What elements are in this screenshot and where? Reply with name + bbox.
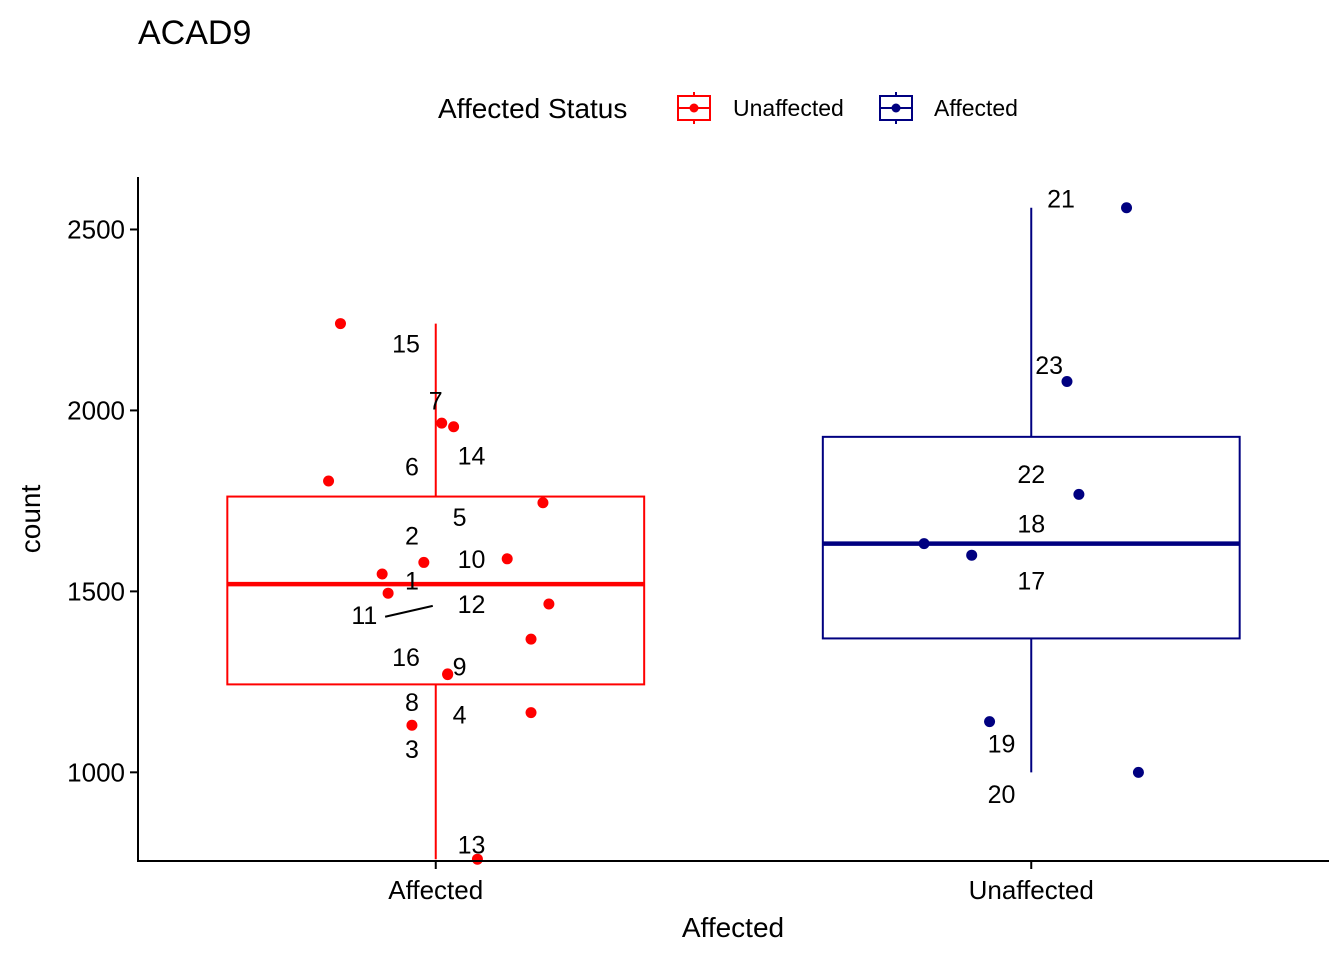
point-label-23: 23 [1035, 352, 1063, 380]
legend-label-unaffected: Unaffected [733, 95, 844, 121]
legend-key-affected [879, 92, 913, 124]
y-tick-label-2000: 2000 [67, 395, 125, 425]
chart-title: ACAD9 [138, 14, 251, 52]
data-point-23 [1061, 375, 1073, 387]
point-label-17: 17 [1017, 568, 1045, 596]
point-label-7: 7 [429, 387, 443, 415]
y-tick-label-2500: 2500 [67, 214, 125, 244]
data-point-21 [1121, 202, 1133, 214]
y-axis-title: count [15, 485, 46, 554]
data-point-11 [376, 568, 388, 580]
data-point-16 [525, 633, 537, 645]
point-label-9: 9 [453, 654, 467, 682]
data-point-18 [918, 538, 930, 550]
point-label-20: 20 [988, 781, 1016, 809]
data-point-20 [1132, 766, 1144, 778]
label-connector-11 [384, 604, 433, 618]
box-unaffected [821, 435, 1241, 640]
point-label-1: 1 [405, 568, 419, 596]
data-point-9 [442, 668, 454, 680]
point-label-11: 11 [351, 602, 377, 630]
x-axis-title: Affected [682, 912, 784, 943]
x-tick-label-unaffected: Unaffected [969, 875, 1094, 905]
point-label-8: 8 [405, 689, 419, 717]
y-tick-label-1500: 1500 [67, 576, 125, 606]
point-label-18: 18 [1017, 510, 1045, 538]
data-point-10 [501, 553, 513, 565]
point-label-3: 3 [405, 736, 419, 764]
data-point-2 [418, 556, 430, 568]
point-label-22: 22 [1017, 461, 1045, 489]
point-label-5: 5 [453, 504, 467, 532]
legend-label-affected: Affected [934, 95, 1018, 121]
data-point-17 [966, 549, 978, 561]
point-label-13: 13 [458, 832, 486, 860]
data-point-19 [984, 716, 996, 728]
point-label-21: 21 [1047, 186, 1075, 214]
point-label-12: 12 [458, 591, 486, 619]
point-label-14: 14 [458, 443, 486, 471]
point-label-15: 15 [392, 330, 420, 358]
x-tick-label-affected: Affected [388, 875, 483, 905]
point-label-2: 2 [405, 522, 419, 550]
y-tick-label-1000: 1000 [67, 757, 125, 787]
data-point-15 [334, 318, 346, 330]
data-point-12 [543, 598, 555, 610]
point-label-6: 6 [405, 454, 419, 482]
y-axis-ticks: 1000 1500 2000 2500 [67, 214, 138, 787]
legend-key-unaffected [677, 92, 711, 124]
data-point-6 [323, 475, 335, 487]
data-point-3 [406, 719, 418, 731]
data-point-4 [525, 707, 537, 719]
data-point-1 [382, 587, 394, 599]
data-point-7 [436, 417, 448, 429]
box-affected [226, 495, 646, 686]
data-point-14 [448, 421, 460, 433]
point-label-10: 10 [458, 546, 486, 574]
point-label-4: 4 [453, 701, 467, 729]
legend-title: Affected Status [438, 93, 627, 124]
legend: Affected Status Unaffected Affected [438, 92, 1018, 124]
x-axis-ticks: Affected Unaffected [388, 861, 1094, 905]
point-label-19: 19 [988, 730, 1016, 758]
data-point-5 [537, 497, 549, 509]
point-label-16: 16 [392, 644, 420, 672]
data-point-22 [1073, 488, 1085, 500]
